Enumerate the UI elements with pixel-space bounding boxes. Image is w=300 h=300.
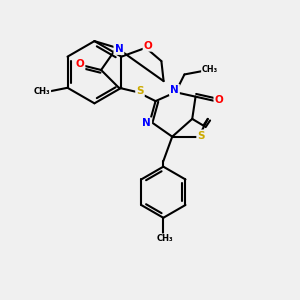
Text: CH₃: CH₃ xyxy=(34,87,50,96)
Text: CH₃: CH₃ xyxy=(202,65,218,74)
Text: S: S xyxy=(197,130,205,141)
Text: N: N xyxy=(115,44,123,54)
Text: CH₃: CH₃ xyxy=(156,234,173,243)
Text: S: S xyxy=(136,86,144,96)
Text: N: N xyxy=(170,85,179,95)
Text: N: N xyxy=(142,118,151,128)
Text: O: O xyxy=(144,40,152,51)
Text: O: O xyxy=(214,95,223,105)
Text: O: O xyxy=(76,59,84,69)
